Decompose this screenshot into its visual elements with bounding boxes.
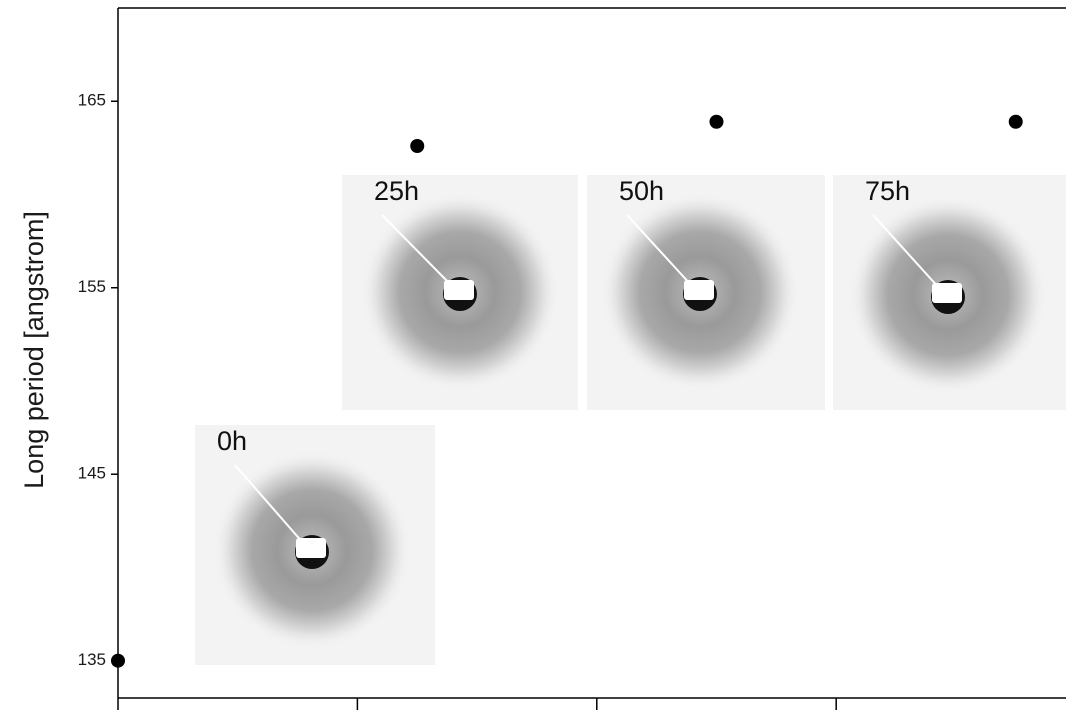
annotation: 0h — [217, 426, 247, 456]
y-tick-label: 155 — [78, 277, 106, 296]
annotation: 50h — [619, 176, 664, 206]
data-point — [111, 654, 125, 668]
insets: 0h 25h 50h 75h — [195, 175, 1066, 665]
data-point — [410, 139, 424, 153]
y-tick-label: 145 — [78, 464, 106, 483]
y-tick-label: 165 — [78, 91, 106, 110]
annotation: 25h — [374, 176, 419, 206]
page: {"chart_data": {"type": "scatter", "y_la… — [0, 0, 1066, 710]
data-point — [1009, 115, 1023, 129]
y-tick-label: 135 — [78, 650, 106, 669]
y-axis-title: Long period [angstrom] — [19, 211, 49, 489]
annotation: 75h — [865, 176, 910, 206]
chart: 0h 25h 50h 75h Long period [angstrom] 135 14… — [0, 0, 1066, 710]
data-point — [709, 115, 723, 129]
